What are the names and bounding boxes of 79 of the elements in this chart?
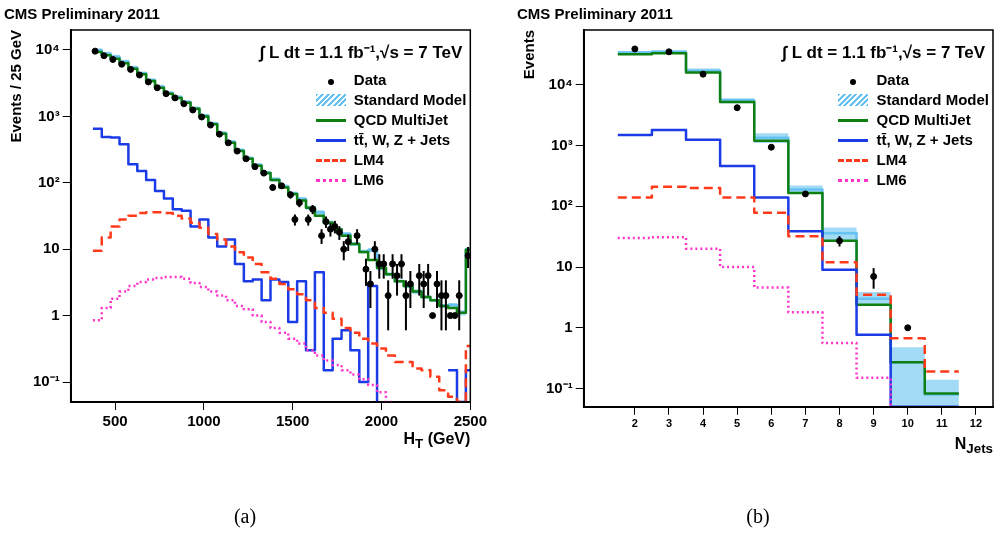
point [904, 324, 912, 332]
point [136, 71, 144, 79]
point [118, 60, 126, 68]
point [233, 147, 241, 155]
annotation: ∫ L dt = 1.1 fb⁻¹,√s = 7 TeV [259, 42, 463, 63]
chart-title: CMS Preliminary 2011 [4, 5, 160, 23]
x-tick-label: 1500 [276, 412, 310, 430]
legend-label: QCD MultiJet [876, 110, 971, 130]
point [109, 55, 117, 63]
point [215, 130, 223, 138]
x-tick-label: 12 [969, 417, 983, 430]
x-tick-label: 2000 [364, 412, 399, 430]
point [127, 65, 135, 73]
chart-title: CMS Preliminary 2011 [517, 5, 673, 23]
legend-label: tt̄, W, Z + Jets [876, 130, 973, 150]
point [251, 163, 259, 171]
legend-label: tt̄, W, Z + Jets [353, 130, 451, 150]
x-axis-title: H$_{T}$ (GeV) [403, 430, 471, 452]
point [91, 47, 99, 55]
point [189, 106, 197, 114]
text: (b) [745, 505, 771, 528]
point [767, 143, 775, 151]
legend-label: LM6 [353, 170, 384, 190]
point [801, 190, 809, 198]
point [224, 139, 232, 147]
point [665, 48, 673, 56]
x-tick-label: 2500 [453, 412, 487, 430]
y-tick-label: 1 [51, 305, 60, 323]
x-tick-label: 500 [102, 412, 128, 430]
x-tick-label: 1000 [187, 412, 221, 430]
legend-label: QCD MultiJet [353, 110, 448, 130]
legend-label: LM4 [876, 150, 907, 170]
y-tick-label: 10 [555, 257, 573, 275]
x-axis-title: N$_{Jets}$ [954, 434, 993, 456]
point [733, 104, 741, 112]
legend-label: Standard Model [876, 90, 989, 110]
y-tick-label: 10² [37, 172, 60, 190]
point [162, 90, 170, 98]
legend-label: LM6 [876, 170, 907, 190]
y-tick-label: 10⁴ [35, 40, 60, 58]
point [198, 113, 206, 121]
x-tick-label: 5 [734, 417, 741, 430]
y-tick-label: 10 [42, 239, 60, 257]
legend-label: Standard Model [353, 90, 467, 110]
x-tick-label: 8 [836, 417, 843, 430]
x-tick-label: 10 [901, 417, 914, 430]
point [207, 121, 215, 129]
x-tick-label: 7 [802, 417, 809, 430]
point [429, 312, 437, 320]
annotation: ∫ L dt = 1.1 fb⁻¹,√s = 7 TeV [782, 42, 985, 63]
x-tick-label: 6 [768, 417, 775, 430]
legend-label: Data [876, 70, 909, 90]
point [171, 94, 179, 102]
y-tick-label: 10³ [37, 106, 60, 124]
text: (a) [232, 505, 258, 528]
x-tick-label: 3 [665, 417, 673, 430]
point [100, 52, 108, 60]
point [699, 70, 707, 78]
x-tick-label: 2 [631, 417, 638, 430]
point [631, 45, 639, 53]
point [260, 169, 268, 177]
x-tick-label: 11 [936, 417, 948, 430]
y-axis-title: Events / 25 GeV [7, 30, 25, 143]
point [180, 100, 188, 108]
y-tick-label: 10⁻¹ [545, 378, 573, 396]
y-tick-label: 1 [564, 317, 573, 335]
point [451, 312, 459, 320]
y-tick-label: 10⁻¹ [32, 372, 60, 390]
y-tick-label: 10⁴ [548, 74, 573, 92]
x-tick-label: 9 [870, 417, 877, 430]
legend-label: LM4 [353, 150, 384, 170]
legend-label: Data [353, 70, 387, 90]
y-axis-title: Events [520, 30, 538, 80]
y-tick-label: 10² [550, 196, 573, 214]
x-tick-label: 4 [700, 417, 707, 430]
point [144, 78, 152, 86]
point [242, 155, 250, 163]
y-tick-label: 10³ [550, 135, 573, 153]
point [153, 84, 161, 92]
